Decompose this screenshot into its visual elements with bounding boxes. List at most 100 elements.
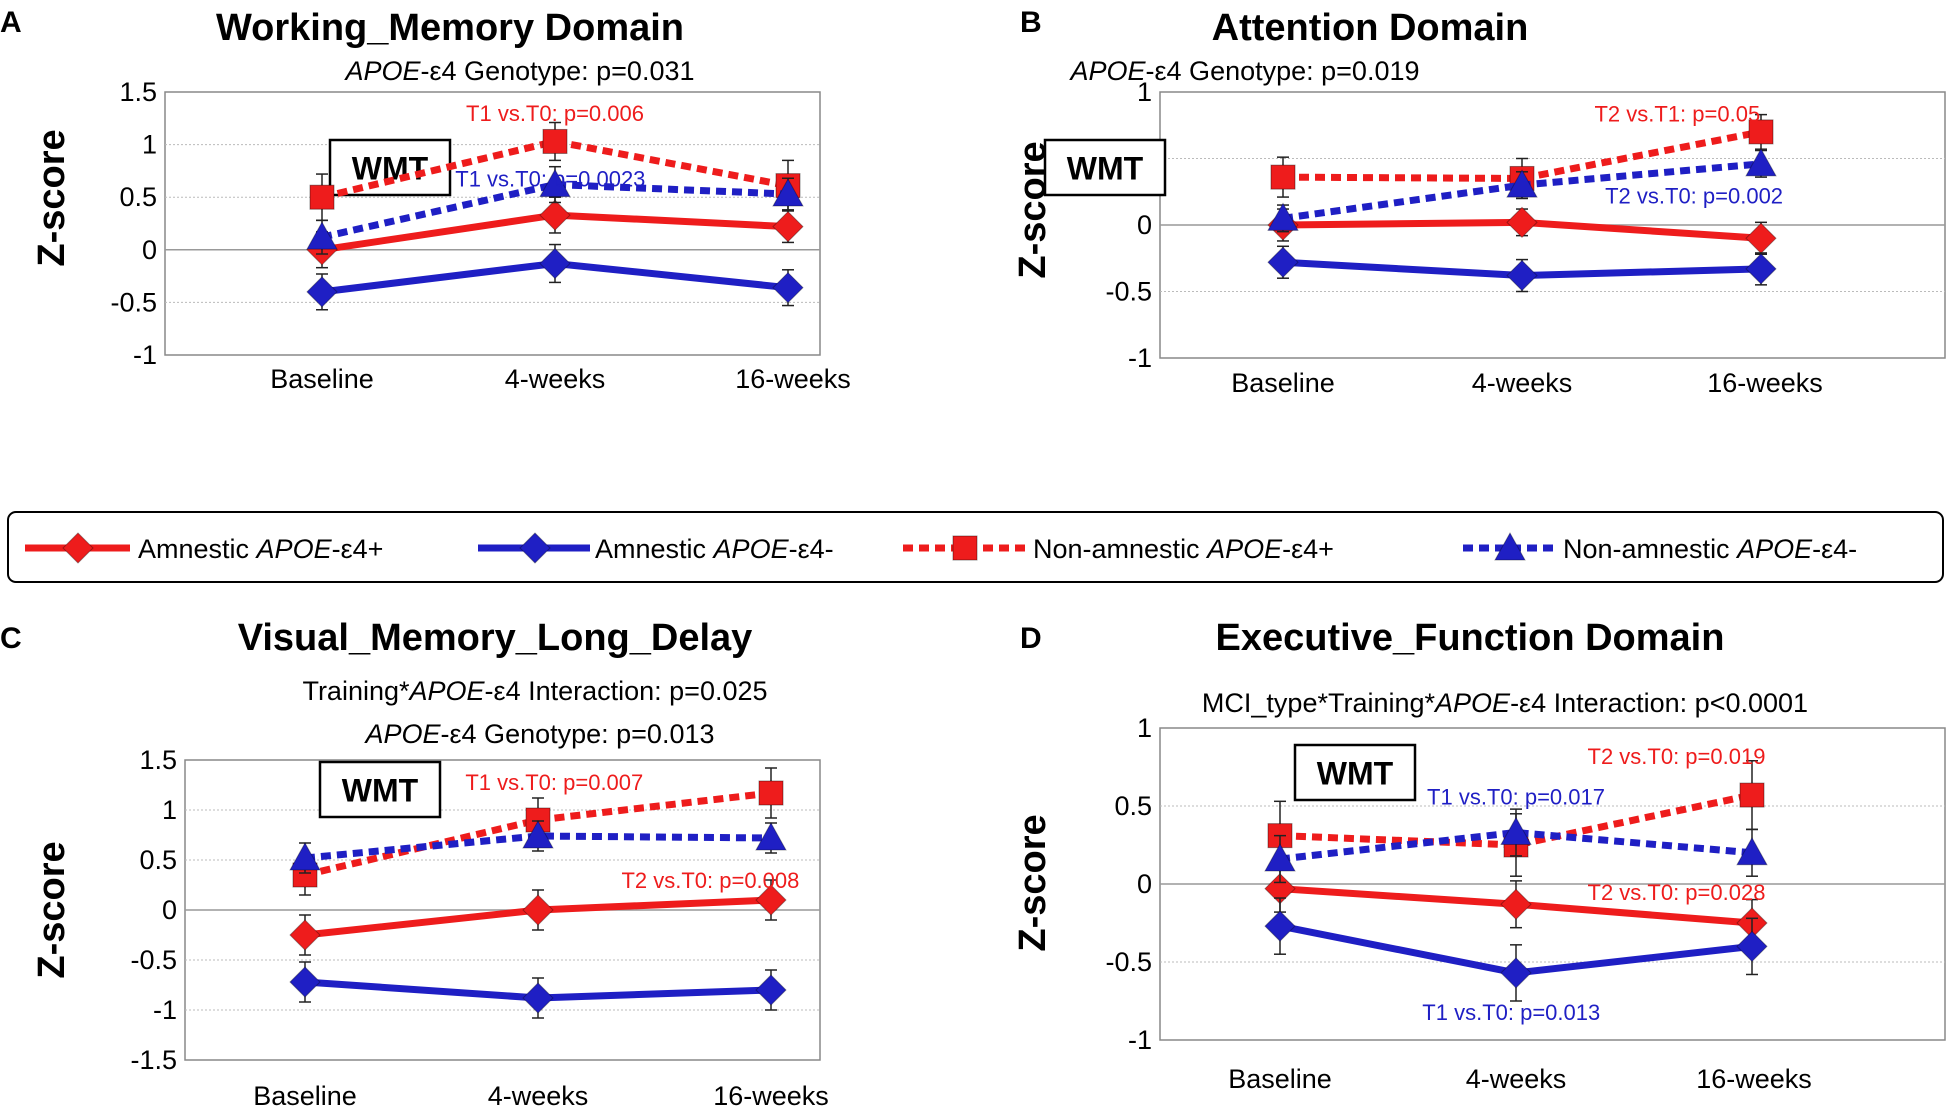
data-point [772, 178, 804, 207]
wmt-box [1043, 138, 1167, 197]
x-tick-label: 16-weeks [713, 1081, 829, 1111]
data-point [289, 919, 321, 951]
data-point [755, 884, 787, 916]
y-tick-label: -1 [153, 995, 177, 1025]
legend: Amnestic APOE-ε4+ Amnestic APOE-ε4- Non-am… [7, 511, 1944, 583]
chart-subtitle: Training*APOE-ε4 Interaction: p=0.025 [302, 676, 767, 706]
data-point [539, 247, 571, 280]
panel-letter: A [0, 6, 22, 39]
x-tick-label: Baseline [1231, 368, 1335, 398]
chart-title: Executive_Function Domain [1216, 617, 1725, 659]
data-point [758, 780, 784, 806]
annotation: T1 vs.T0: p=0.006 [466, 101, 644, 126]
annotation: T2 vs.T0: p=0.002 [1605, 184, 1783, 209]
data-point [306, 276, 338, 308]
data-point [542, 128, 568, 154]
data-point [306, 221, 338, 250]
x-tick-label: Baseline [1228, 1064, 1332, 1094]
y-axis-label: Z-score [31, 841, 73, 978]
y-tick-label: -0.5 [1105, 277, 1152, 307]
y-tick-label: -0.5 [1105, 947, 1152, 977]
data-point [1736, 836, 1768, 866]
x-tick-label: 16-weeks [735, 364, 851, 394]
x-tick-label: 4-weeks [488, 1081, 589, 1111]
series-aplus [289, 879, 787, 956]
data-point [1745, 147, 1777, 177]
wmt-box [1293, 743, 1417, 802]
series-naminus [289, 819, 787, 874]
y-tick-label: 1 [142, 130, 157, 160]
wmt-label: WMT [1317, 756, 1394, 792]
panel-letter: B [1020, 6, 1042, 39]
series-aminus [306, 243, 804, 311]
series-line [1282, 128, 1762, 182]
legend-item-aminus: Amnestic APOE-ε4- [478, 532, 834, 564]
data-point [772, 210, 804, 243]
data-point [1264, 910, 1296, 942]
chart-subtitle: MCI_type*Training*APOE-ε4 Interaction: p… [1202, 688, 1808, 718]
legend-item-naminus: Non-amnestic APOE-ε4- [1463, 531, 1857, 564]
wmt-label: WMT [1067, 151, 1144, 187]
series-naplus [292, 767, 784, 896]
legend-label: Non-amnestic APOE-ε4+ [1033, 534, 1334, 564]
wmt-box [328, 138, 452, 197]
data-point [755, 974, 787, 1006]
series-aminus [1267, 245, 1777, 293]
annotation: T2 vs.T0: p=0.019 [1588, 744, 1766, 769]
y-tick-label: 0.5 [139, 845, 177, 875]
series-naminus [1267, 147, 1777, 233]
y-tick-label: 1.5 [119, 77, 157, 107]
series-naplus [309, 121, 801, 222]
y-tick-label: 0.5 [119, 182, 157, 212]
y-tick-label: 0 [1137, 869, 1152, 899]
wmt-box [318, 760, 442, 819]
chart-subtitle: APOE-ε4 Genotype: p=0.031 [343, 56, 694, 86]
legend-label: Non-amnestic APOE-ε4- [1563, 534, 1857, 564]
series-line [304, 832, 772, 862]
panel-d: D Executive_Function Domain MCI_type*Train… [1012, 617, 1946, 1094]
y-axis-label: Z-score [31, 129, 73, 266]
annotation: T1 vs.T0: p=0.007 [465, 770, 643, 795]
data-point [1506, 259, 1538, 292]
y-tick-label: -0.5 [110, 287, 157, 317]
y-tick-label: -1 [133, 340, 157, 370]
data-point [1500, 888, 1532, 920]
data-point [1267, 246, 1299, 278]
annotation: T2 vs.T1: p=0.05 [1594, 101, 1760, 126]
y-tick-label: -1 [1128, 1025, 1152, 1055]
x-tick-label: 16-weeks [1696, 1064, 1812, 1094]
legend-marker [1494, 531, 1526, 561]
y-tick-label: -1 [1128, 343, 1152, 373]
data-point [522, 819, 554, 849]
data-point [772, 271, 804, 304]
panel-a: A Working_Memory Domain APOE-ε4 Genotype: … [0, 6, 851, 394]
data-point [1500, 957, 1532, 989]
data-point [1736, 930, 1768, 963]
data-point [522, 982, 554, 1014]
data-point [539, 199, 571, 231]
data-point [289, 966, 321, 998]
y-tick-label: 1 [162, 795, 177, 825]
x-tick-label: Baseline [270, 364, 374, 394]
x-tick-label: 16-weeks [1707, 368, 1823, 398]
data-point [539, 168, 571, 198]
data-point [1739, 782, 1765, 808]
y-tick-label: 1.5 [139, 745, 177, 775]
panel-letter: C [0, 622, 22, 655]
data-point [1500, 816, 1532, 846]
data-point [1267, 202, 1299, 231]
annotation: T2 vs.T0: p=0.028 [1588, 880, 1766, 905]
legend-item-aplus: Amnestic APOE-ε4+ [25, 532, 383, 564]
series-aminus [1264, 897, 1768, 1002]
legend-label: Amnestic APOE-ε4+ [138, 534, 383, 564]
data-point [1506, 206, 1538, 239]
series-naminus [306, 165, 804, 255]
y-tick-label: -1.5 [130, 1045, 177, 1075]
chart-subtitle: APOE-ε4 Genotype: p=0.019 [1068, 56, 1419, 86]
annotation: T2 vs.T0: p=0.008 [621, 868, 799, 893]
chart-subtitle: APOE-ε4 Genotype: p=0.013 [363, 719, 714, 749]
series-aminus [289, 961, 787, 1019]
panel-c: C Visual_Memory_Long_Delay Training*APOE-ε… [0, 617, 829, 1111]
data-point [1745, 253, 1777, 285]
